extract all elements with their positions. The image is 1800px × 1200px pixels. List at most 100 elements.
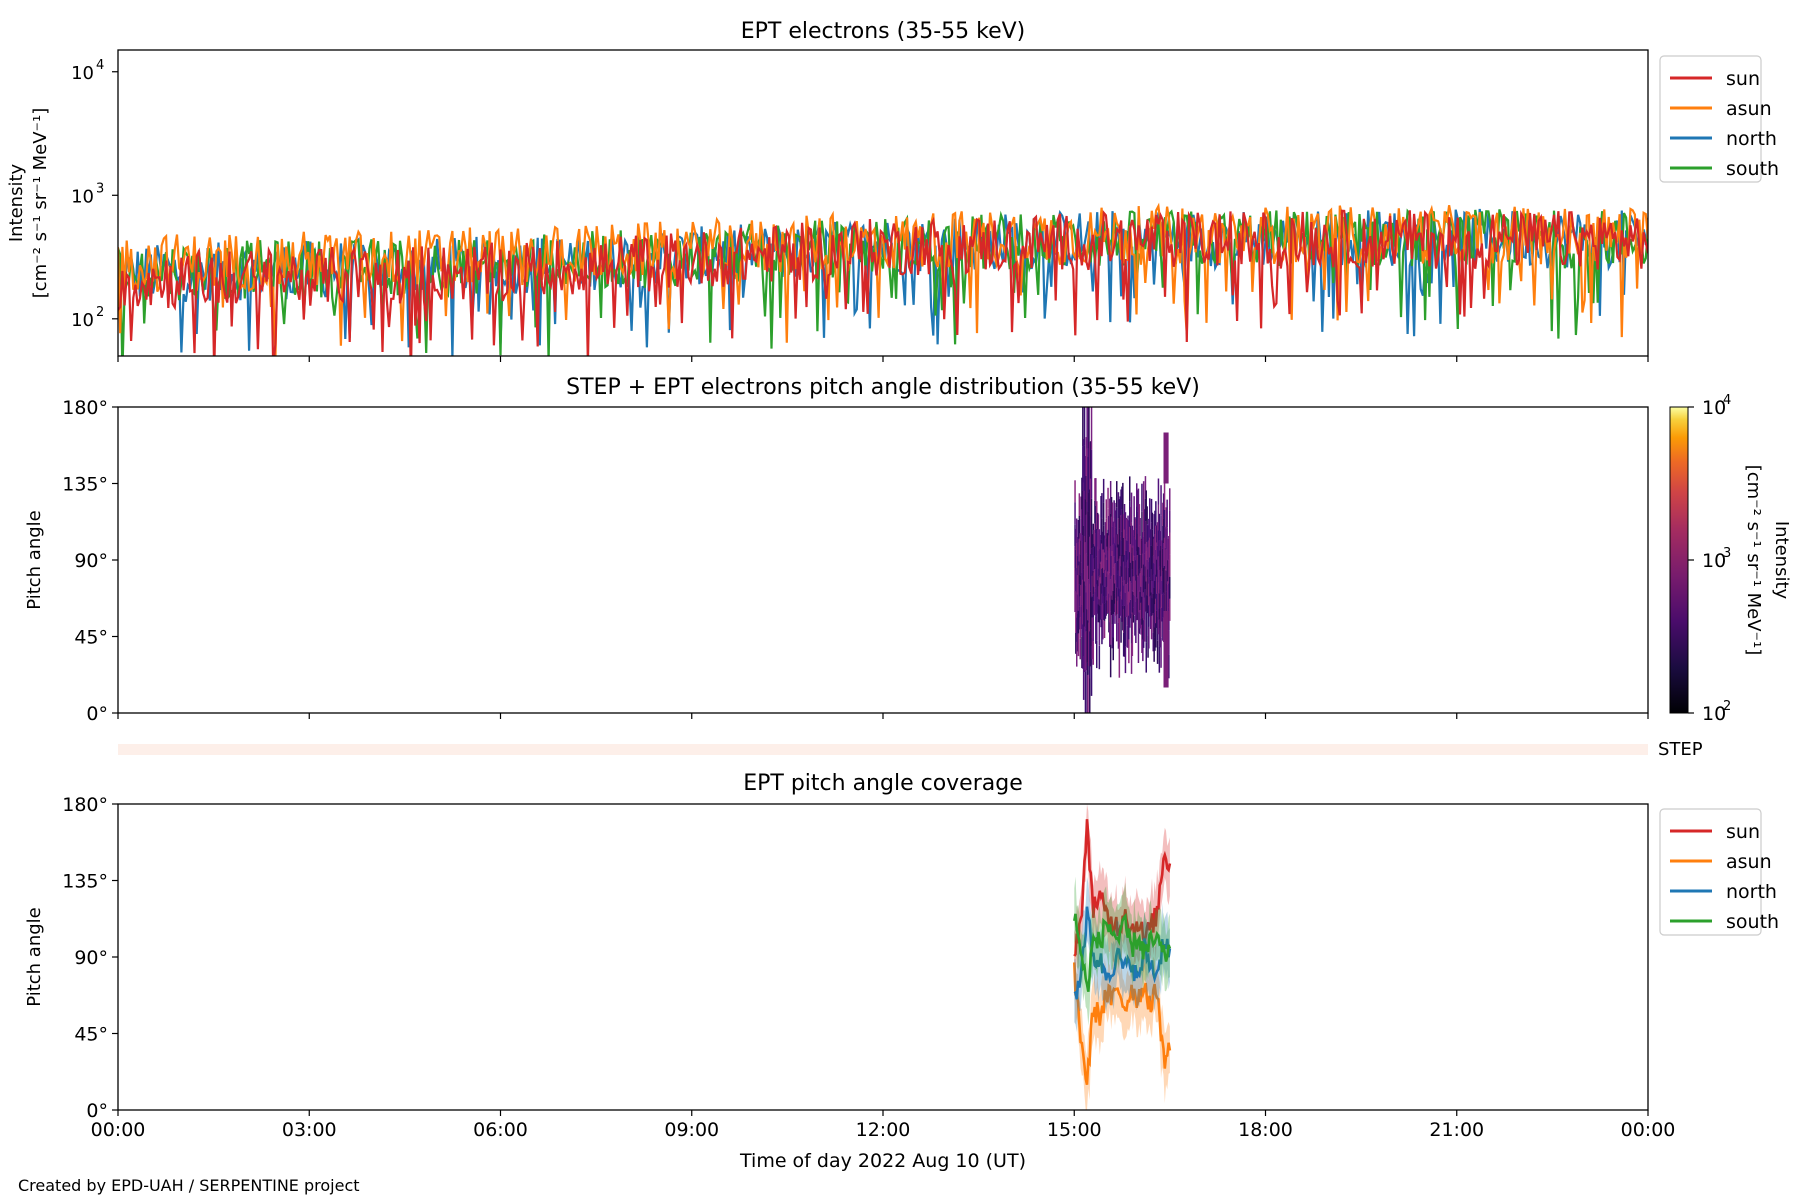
heatmap-cell	[1141, 596, 1143, 625]
heatmap-cell	[1140, 602, 1142, 619]
heatmap-cell	[1083, 490, 1086, 537]
heatmap-cell	[1115, 510, 1117, 528]
heatmap-cell	[1146, 506, 1148, 525]
heatmap-cell	[1079, 596, 1081, 618]
heatmap-cell	[1104, 570, 1107, 587]
panel3-frame	[117, 803, 1649, 1111]
heatmap-cell	[1092, 547, 1094, 571]
heatmap-cell	[1105, 576, 1107, 597]
heatmap-cell	[1078, 493, 1081, 516]
heatmap-cell	[1093, 601, 1095, 616]
heatmap-cell	[1096, 529, 1098, 557]
heatmap-cell	[1155, 574, 1157, 599]
heatmap-cell	[1101, 568, 1103, 594]
heatmap-cell	[1137, 517, 1140, 547]
heatmap-cell	[1087, 511, 1089, 566]
heatmap-cell	[1082, 612, 1085, 657]
heatmap-cell	[1161, 594, 1163, 608]
heatmap-cell	[1109, 622, 1111, 647]
heatmap-cell	[1152, 555, 1154, 575]
heatmap-cell	[1102, 572, 1105, 597]
heatmap-cell	[1075, 591, 1077, 613]
heatmap-cell	[1084, 628, 1087, 672]
heatmap-cell	[1149, 577, 1151, 597]
series-sun-line	[118, 209, 1648, 356]
heatmap-cell	[1150, 615, 1153, 640]
heatmap-cell	[1109, 523, 1111, 548]
heatmap-cell	[1096, 512, 1099, 530]
panel1-series	[118, 202, 1648, 356]
heatmap-cell	[1128, 639, 1130, 664]
step-label: STEP	[1658, 739, 1703, 760]
heatmap-cell	[1113, 556, 1115, 575]
heatmap-cell	[1124, 565, 1127, 593]
heatmap-cell	[1109, 611, 1112, 645]
heatmap-cell	[1079, 533, 1081, 555]
heatmap-cell	[1081, 509, 1083, 542]
heatmap-cell	[1097, 532, 1100, 551]
heatmap-cell	[1131, 612, 1134, 635]
heatmap-cell	[1128, 520, 1130, 545]
heatmap-cell	[1085, 437, 1088, 476]
heatmap-cell	[1076, 594, 1079, 614]
heatmap-cell	[1160, 637, 1162, 668]
heatmap-cell	[1081, 604, 1083, 637]
heatmap-cell	[1083, 536, 1086, 582]
heatmap-cell	[1083, 626, 1086, 672]
heatmap-cell	[1110, 516, 1113, 537]
heatmap-cell	[1127, 559, 1129, 582]
panel3-xtick-label: 00:00	[1621, 1119, 1676, 1141]
heatmap-cell	[1077, 588, 1080, 611]
colorbar-tick-exponent: 2	[1723, 699, 1731, 714]
heatmap-cell	[1150, 522, 1153, 546]
heatmap-cell	[1096, 640, 1098, 669]
heatmap-cell	[1119, 595, 1121, 616]
heatmap-cell	[1164, 526, 1167, 548]
heatmap-cell	[1099, 563, 1101, 578]
heatmap-cell	[1111, 575, 1114, 600]
heatmap-cell	[1164, 547, 1167, 569]
heatmap-cell	[1151, 563, 1154, 581]
heatmap-cell	[1126, 626, 1128, 648]
series-north-band	[1074, 877, 1170, 1033]
heatmap-cell	[1102, 549, 1104, 568]
heatmap-cell	[1086, 609, 1088, 663]
heatmap-cell	[1107, 487, 1109, 509]
legend-label-north: north	[1726, 881, 1777, 903]
heatmap-cell	[1104, 554, 1107, 571]
heatmap-cell	[1118, 499, 1121, 529]
heatmap-cell	[1090, 449, 1093, 499]
heatmap-cell	[1136, 511, 1139, 534]
heatmap-cell	[1138, 612, 1141, 634]
heatmap-cell	[1125, 551, 1127, 568]
heatmap-cell	[1158, 540, 1161, 567]
heatmap-cell	[1098, 529, 1101, 553]
heatmap-cell	[1105, 596, 1107, 616]
heatmap-cell	[1110, 595, 1113, 615]
heatmap-cell	[1137, 604, 1140, 634]
heatmap-cell	[1148, 518, 1150, 541]
heatmap-cell	[1163, 537, 1166, 566]
heatmap-cell	[1164, 590, 1167, 612]
heatmap-cell	[1156, 616, 1159, 641]
heatmap-cell	[1108, 535, 1110, 555]
heatmap-cell	[1095, 533, 1097, 561]
heatmap-cell	[1077, 520, 1080, 543]
heatmap-cell	[1139, 518, 1141, 537]
heatmap-cell	[1094, 591, 1096, 615]
heatmap-cell	[1153, 587, 1155, 613]
heatmap-cell	[1111, 599, 1114, 624]
heatmap-cell	[1122, 556, 1124, 582]
heatmap-cell	[1082, 482, 1085, 526]
heatmap-cell	[1110, 536, 1113, 556]
heatmap-cell	[1162, 548, 1164, 572]
heatmap-cell	[1169, 554, 1171, 577]
heatmap-cell	[1130, 643, 1133, 674]
panel3-y-ticks: 0° 45° 90° 135° 180°	[62, 794, 118, 1122]
heatmap-cell	[1122, 514, 1125, 538]
heatmap-cell	[1136, 551, 1138, 575]
heatmap-cell	[1125, 567, 1127, 584]
heatmap-cell	[1147, 635, 1149, 658]
